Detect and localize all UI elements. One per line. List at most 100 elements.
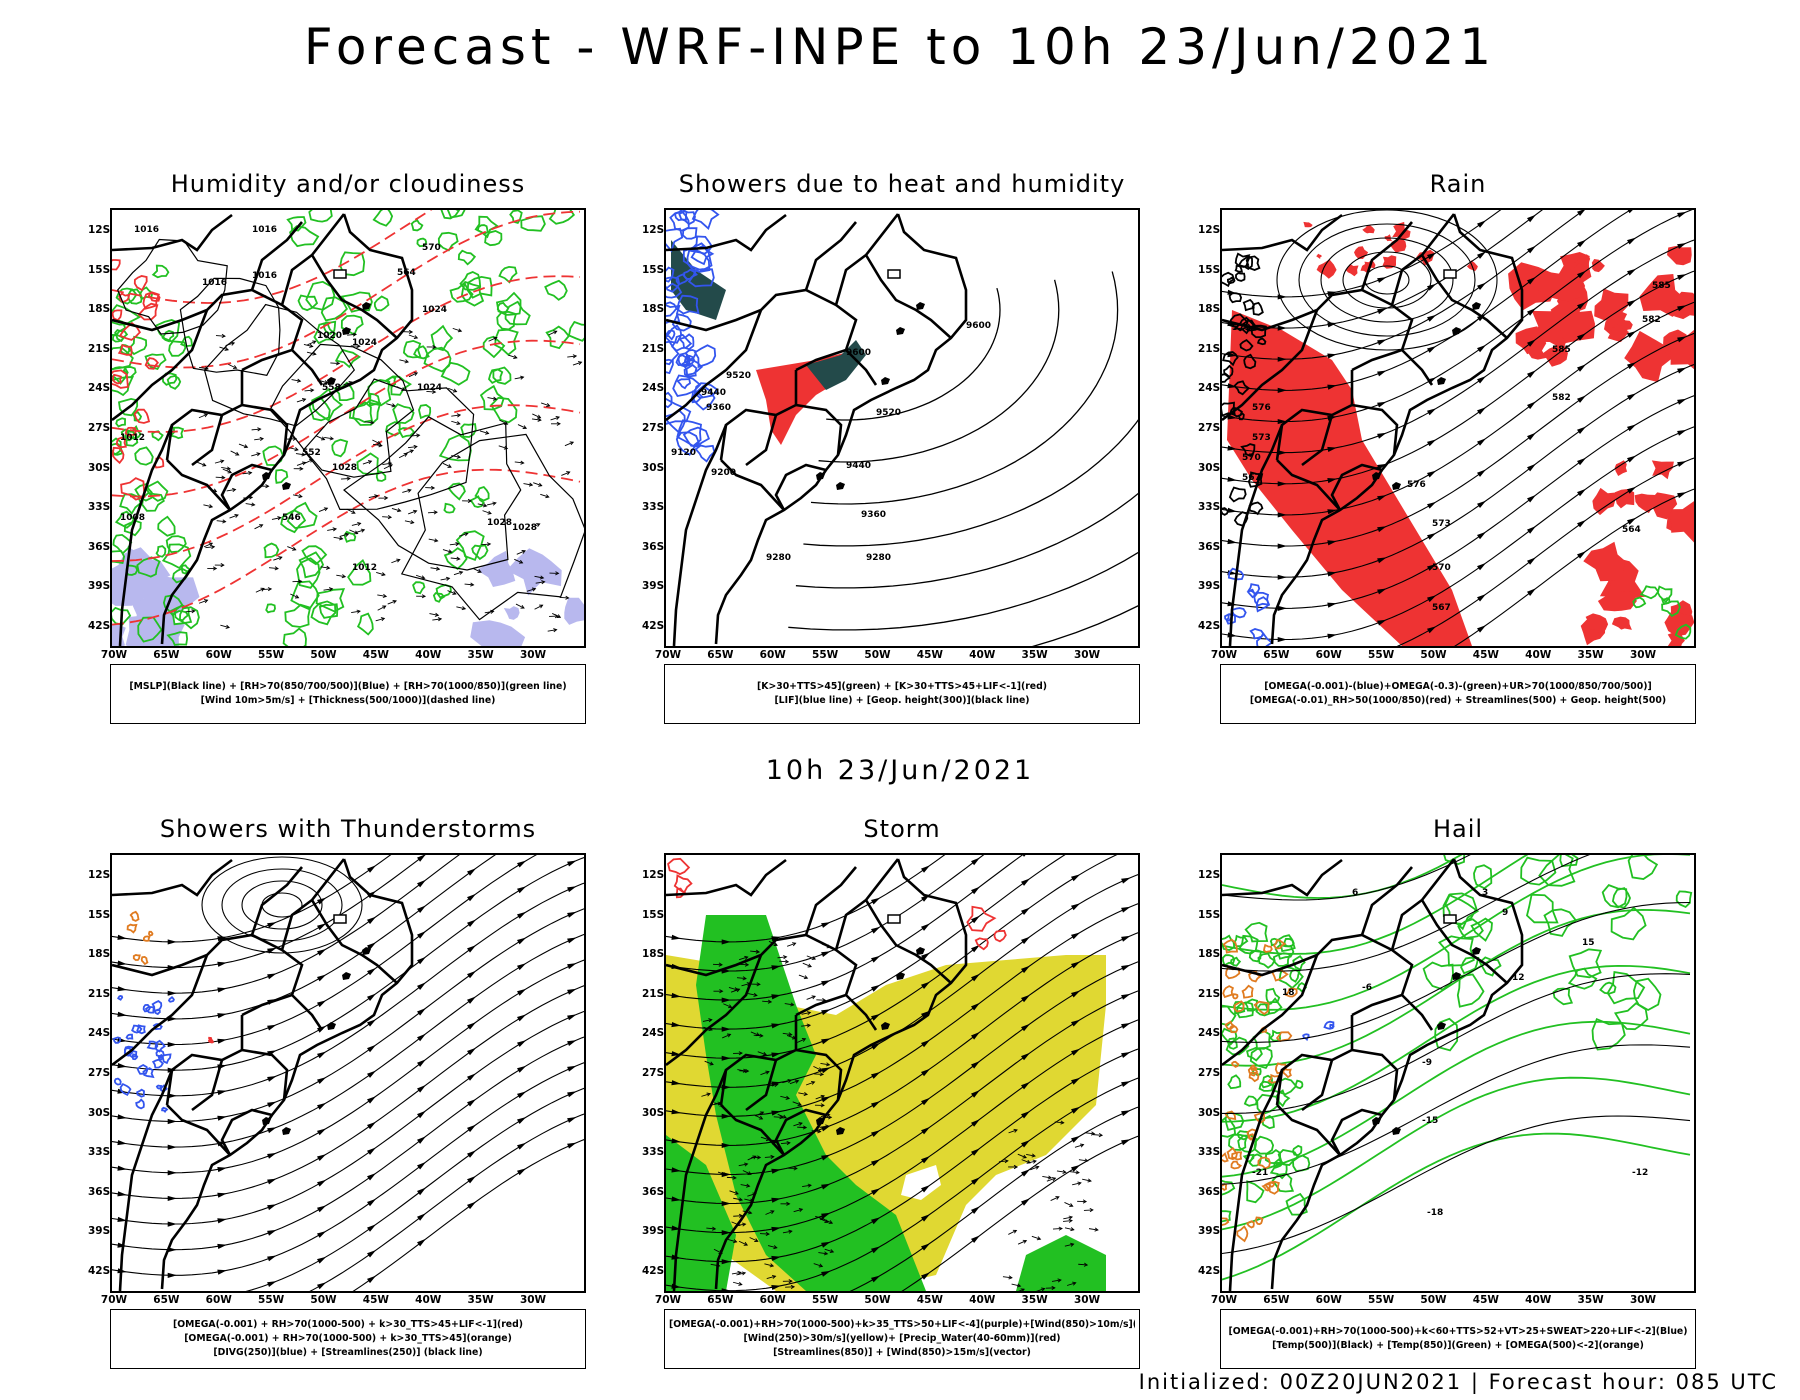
panel-humidity: Humidity and/or cloudiness 1016 1016 1016 1… [88, 170, 608, 730]
stream-arrow [267, 1127, 277, 1134]
wind-vector [472, 567, 482, 573]
wind-arrowhead [492, 396, 498, 401]
wind-vector [408, 334, 418, 339]
lat-tick-label: 42S [1198, 620, 1221, 632]
wind-arrowhead [1090, 1131, 1096, 1136]
stream-arrow [467, 996, 477, 1004]
wind-vector [1064, 1243, 1074, 1247]
country-border [241, 403, 289, 456]
wind-vector [733, 1215, 743, 1217]
wind-vector [820, 1063, 830, 1066]
omega500-orange-contour [1224, 1020, 1236, 1030]
map-showers-heat[interactable]: 9600 9600 9520 9520 9440 9440 9360 9360 9280 9280… [664, 208, 1140, 648]
lif-blue-contour [666, 301, 678, 317]
map-thunderstorms[interactable] [110, 853, 586, 1293]
wind-vector [998, 1160, 1008, 1163]
map-hail[interactable]: -6 -9 -12 -15 -18 -21 6 9 12 15 18 3 [1220, 853, 1696, 1293]
wind-arrowhead [309, 343, 314, 348]
rh-green-contour [144, 480, 169, 502]
temp850-green-contour [1222, 964, 1691, 1123]
wind-vector [782, 1032, 792, 1036]
lat-tick-label: 24S [642, 382, 665, 395]
wind-arrowhead [553, 330, 558, 335]
red-area [207, 1038, 214, 1044]
rh-green-contour [484, 230, 503, 247]
omega500-orange-contour [1246, 1220, 1255, 1229]
stream-arrow [1677, 398, 1687, 405]
map-storm[interactable] [664, 853, 1140, 1293]
wind-arrowhead [227, 469, 232, 474]
contour-label: 564 [397, 268, 416, 278]
wind-arrowhead [1035, 1165, 1040, 1170]
wind-vector [226, 489, 236, 492]
stream-arrow [1277, 481, 1287, 487]
wind-arrowhead [326, 565, 331, 570]
stream-arrow [217, 1038, 227, 1044]
stream-arrow [1477, 251, 1487, 259]
country-border [191, 1059, 224, 1112]
mslp-isobar [117, 238, 228, 335]
contour-label: 1016 [252, 271, 277, 281]
orange-contour [126, 923, 138, 934]
wind-vector [813, 1263, 823, 1267]
wind-vector [1078, 1159, 1088, 1162]
country-border [666, 309, 763, 422]
stream-arrow [1227, 507, 1237, 513]
streamline [1222, 426, 1694, 641]
stream-arrow [871, 1013, 881, 1021]
map-humidity[interactable]: 1016 1016 1016 1016 1020 1024 1024 1024 1028 1028… [110, 208, 586, 648]
wind-vector [1066, 1282, 1076, 1286]
stream-arrow [971, 1177, 980, 1185]
omega-red-area [1667, 501, 1694, 543]
map-rain[interactable]: 585 582 585 582 579 576 573 570 567 564 576 573 570 5… [1220, 208, 1696, 648]
rh-green-contour [310, 600, 337, 626]
lif-blue-contour [666, 329, 676, 341]
divg-blue-contour [161, 1106, 169, 1114]
wind-arrowhead [503, 445, 509, 450]
wind-vector [291, 379, 301, 382]
wind-vector [428, 538, 438, 542]
wind-vector [1046, 1177, 1056, 1182]
stream-arrow [1377, 526, 1387, 533]
legend-line: [OMEGA(-0.001)-(blue)+OMEGA(-0.3)-(green… [1264, 681, 1652, 692]
rh-green-contour [479, 384, 505, 411]
wind-arrowhead [1070, 1242, 1075, 1247]
wind-arrowhead [565, 595, 570, 600]
omega-red-area [1303, 221, 1313, 228]
wind-vector [514, 558, 523, 564]
stream-arrow [821, 1067, 831, 1074]
wind-vector [292, 494, 302, 498]
stream-arrow [1377, 277, 1387, 283]
wind-arrowhead [756, 982, 761, 987]
omega-red-area [1614, 460, 1628, 476]
wind-vector [203, 504, 213, 508]
wind-vector [498, 445, 508, 449]
wind-arrowhead [1013, 1128, 1018, 1133]
wind-vector [801, 1012, 811, 1015]
rh-green-contour [166, 631, 189, 646]
contour-label: 573 [1432, 519, 1451, 529]
wind-arrowhead [803, 1091, 809, 1097]
wind-arrowhead [320, 436, 326, 441]
lat-tick-label: 21S [642, 342, 665, 355]
country-border [1228, 1069, 1284, 1291]
divg-blue-contour [155, 1049, 165, 1059]
stream-arrow [267, 1229, 277, 1236]
kttsl-teal-area [671, 240, 726, 320]
wind-arrowhead [536, 414, 542, 419]
wind-vector [535, 581, 545, 584]
wind-arrowhead [352, 332, 358, 337]
wind-vector [755, 1111, 764, 1117]
country-border [1401, 994, 1434, 1031]
stream-arrow [771, 1255, 781, 1261]
circulation-ring [1276, 210, 1498, 351]
stream-arrow [417, 855, 426, 862]
wind-vector [1050, 1196, 1060, 1201]
streamline [112, 959, 584, 1174]
wind-arrowhead [391, 403, 396, 408]
wind-vector [289, 447, 299, 451]
wind-vector [712, 963, 723, 966]
lat-tick-label: 18S [1198, 303, 1221, 316]
country-border [1222, 309, 1319, 422]
wind-vector [796, 1038, 806, 1043]
